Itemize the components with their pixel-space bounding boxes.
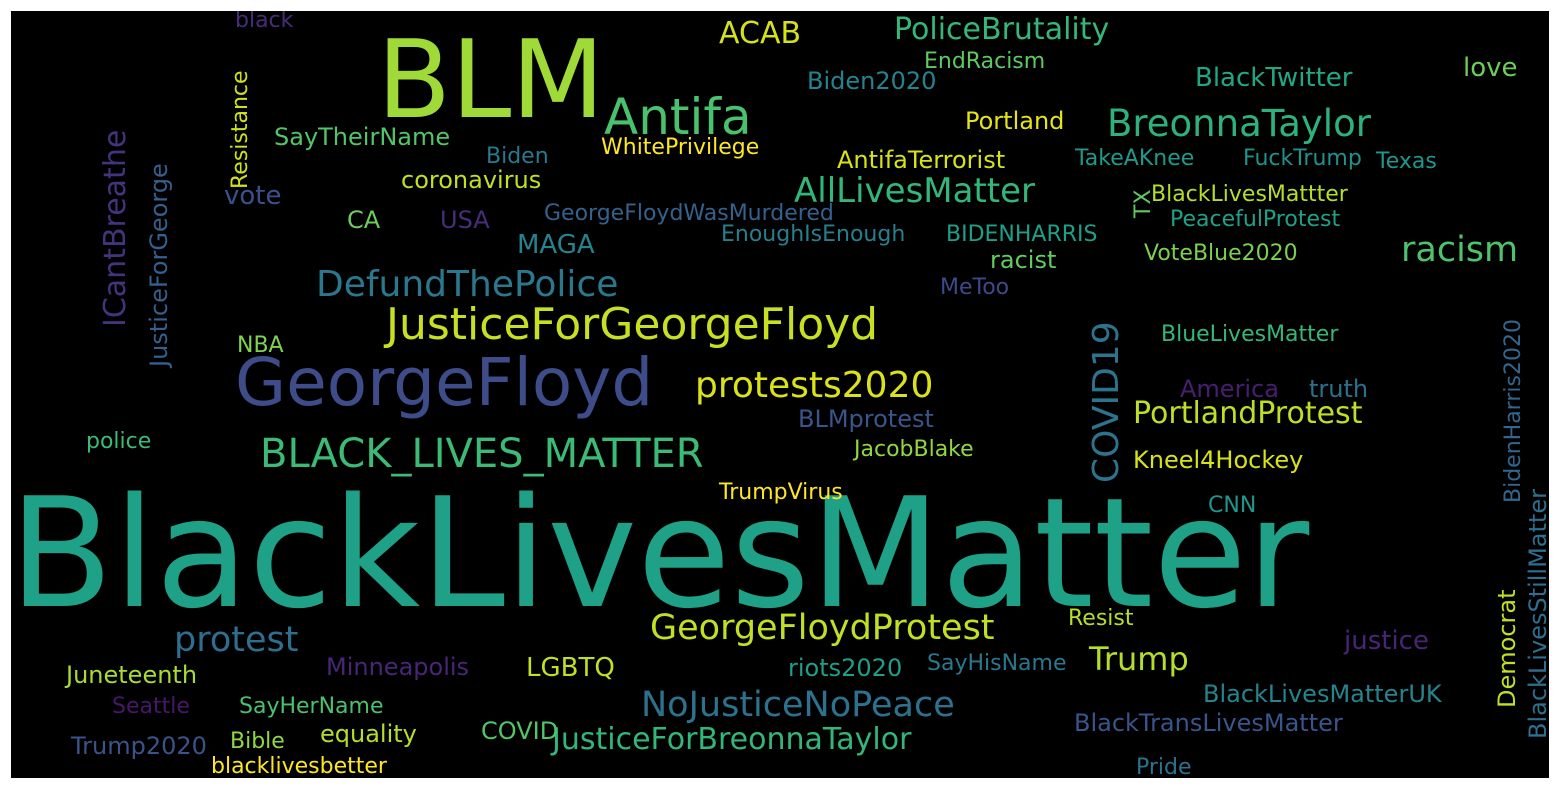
cloud-word: Biden2020 <box>807 67 937 95</box>
cloud-word: BlackLivesMattter <box>1151 182 1348 207</box>
cloud-word: GeorgeFloydWasMurdered <box>544 201 834 226</box>
cloud-word: COVID19 <box>1086 321 1127 483</box>
cloud-word: truth <box>1309 375 1369 403</box>
cloud-word: JacobBlake <box>854 437 974 462</box>
cloud-word: GeorgeFloydProtest <box>650 608 995 648</box>
cloud-word: Resistance <box>228 70 253 189</box>
cloud-word: Resist <box>1068 606 1134 631</box>
cloud-word: Juneteenth <box>66 661 198 689</box>
cloud-word: police <box>86 429 152 454</box>
cloud-word: WhitePrivilege <box>601 135 760 160</box>
cloud-word: Antifa <box>604 88 752 146</box>
cloud-word: NBA <box>237 333 284 358</box>
cloud-word: racism <box>1401 230 1519 270</box>
cloud-word: riots2020 <box>788 654 903 682</box>
cloud-word: PoliceBrutality <box>894 12 1110 47</box>
cloud-word: equality <box>320 720 417 748</box>
cloud-word: SayTheirName <box>274 123 451 151</box>
cloud-word: LGBTQ <box>526 653 615 683</box>
cloud-word: EndRacism <box>924 49 1046 74</box>
cloud-word: BlackLivesStillMatter <box>1524 489 1549 739</box>
cloud-word: DefundThePolice <box>316 264 619 305</box>
cloud-word: America <box>1180 375 1279 403</box>
cloud-word: BlackTransLivesMatter <box>1074 709 1343 737</box>
cloud-word: BlueLivesMatter <box>1161 322 1339 347</box>
cloud-word: VoteBlue2020 <box>1144 241 1298 266</box>
cloud-word: EnoughIsEnough <box>721 222 906 247</box>
cloud-word: Texas <box>1376 149 1437 174</box>
cloud-word: ACAB <box>719 16 802 51</box>
cloud-word: PortlandProtest <box>1133 396 1363 431</box>
cloud-word: CA <box>347 206 381 234</box>
cloud-word: MAGA <box>517 230 595 260</box>
cloud-word: protests2020 <box>695 365 934 406</box>
cloud-word: AllLivesMatter <box>794 171 1036 211</box>
cloud-word: BLM <box>377 18 605 143</box>
cloud-word: coronavirus <box>401 166 542 194</box>
cloud-word: JusticeForBreonnaTaylor <box>552 722 912 757</box>
cloud-word: BreonnaTaylor <box>1107 102 1371 145</box>
cloud-word: Biden <box>486 144 549 169</box>
word-cloud: BlackLivesMatter BLM GeorgeFloyd Justice… <box>11 11 1549 778</box>
cloud-word: Portland <box>965 107 1065 135</box>
cloud-word: TakeAKnee <box>1075 146 1195 171</box>
cloud-word: BIDENHARRIS <box>946 222 1098 247</box>
cloud-word: PeacefulProtest <box>1170 207 1341 232</box>
cloud-word: TrumpVirus <box>719 480 843 505</box>
cloud-word: AntifaTerrorist <box>837 146 1006 174</box>
cloud-word: ICantBreathe <box>98 129 133 327</box>
cloud-word: JusticeForGeorgeFloyd <box>386 299 879 350</box>
cloud-word: Trump <box>1089 640 1189 678</box>
cloud-word: Kneel4Hockey <box>1133 446 1304 474</box>
cloud-word: Pride <box>1136 755 1192 779</box>
cloud-word: vote <box>224 181 282 211</box>
cloud-word: justice <box>1344 626 1429 656</box>
cloud-word: BidenHarris2020 <box>1501 319 1526 503</box>
cloud-word: blacklivesbetter <box>211 754 387 778</box>
cloud-word: black <box>235 11 294 33</box>
cloud-word: CNN <box>1208 493 1257 518</box>
cloud-word: USA <box>440 206 490 234</box>
cloud-word: Democrat <box>1493 589 1521 709</box>
cloud-word: SayHisName <box>927 651 1067 676</box>
cloud-word: NoJusticeNoPeace <box>641 685 955 725</box>
cloud-word: Trump2020 <box>71 732 207 760</box>
cloud-word: COVID <box>481 717 559 745</box>
cloud-word: BLMprotest <box>798 405 934 433</box>
cloud-word: racist <box>990 246 1057 274</box>
cloud-word: love <box>1463 53 1518 83</box>
cloud-word: Bible <box>230 729 285 754</box>
cloud-word: Minneapolis <box>326 653 470 681</box>
cloud-word: JusticeForGeorge <box>145 163 173 367</box>
cloud-word: GeorgeFloyd <box>235 344 654 421</box>
cloud-word: BlackLivesMatter <box>11 465 1310 642</box>
cloud-word: FuckTrump <box>1243 146 1362 171</box>
cloud-word: SayHerName <box>239 694 384 719</box>
cloud-word: BlackLivesMatterUK <box>1203 680 1442 708</box>
cloud-word: MeToo <box>940 275 1010 300</box>
cloud-word: BLACK_LIVES_MATTER <box>260 431 704 477</box>
cloud-word: protest <box>174 620 299 660</box>
cloud-word: BlackTwitter <box>1195 63 1353 93</box>
cloud-word: Seattle <box>112 694 190 719</box>
